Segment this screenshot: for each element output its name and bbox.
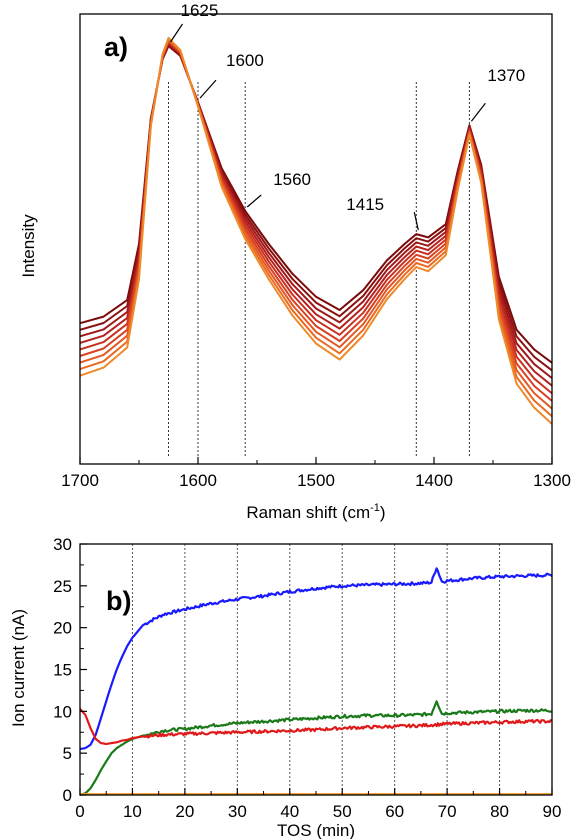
plot-frame-a — [79, 13, 553, 465]
x-tick-label-a-1700: 1700 — [61, 471, 99, 490]
annotation-label-1370: 1370 — [487, 66, 525, 85]
annotation-label-1415: 1415 — [346, 195, 384, 214]
annotation-label-1600: 1600 — [226, 51, 264, 70]
annotation-label-1560: 1560 — [273, 170, 311, 189]
x-tick-label-b-30: 30 — [228, 802, 247, 821]
annotation-leader-1370 — [470, 102, 486, 122]
spectrum-line-5 — [79, 41, 553, 395]
x-tick-label-a-1300: 1300 — [533, 471, 571, 490]
annotation-leader-1415 — [413, 211, 419, 231]
x-tick-label-b-0: 0 — [75, 802, 84, 821]
y-tick-label-b-0: 0 — [63, 786, 72, 805]
x-axis-title-b: TOS (min) — [277, 821, 355, 839]
panel-label-a: a) — [104, 32, 128, 62]
spectrum-line-3 — [79, 43, 553, 379]
y-tick-label-b-30: 30 — [53, 535, 72, 554]
x-axis-title-a-sup: -1 — [370, 502, 380, 514]
spectrum-line-4 — [79, 42, 553, 387]
y-tick-label-b-25: 25 — [53, 577, 72, 596]
panel-label-b: b) — [106, 586, 131, 616]
spectrum-line-2 — [79, 44, 553, 372]
vertical-gridlines — [131, 544, 501, 795]
ion-current-panel: 0 10 20 30 40 50 60 70 80 90 0 5 10 15 20 25 30 b) TOS (… — [9, 535, 561, 839]
x-tick-label-b-90: 90 — [543, 802, 562, 821]
x-axis-title-a-main: Raman shift (cm — [246, 503, 370, 522]
y-tick-label-b-10: 10 — [53, 702, 72, 721]
ion-current-series — [79, 567, 553, 797]
plot-frame-b — [79, 543, 553, 796]
y-tick-label-b-20: 20 — [53, 619, 72, 638]
y-tick-label-b-15: 15 — [53, 661, 72, 680]
reference-lines — [168, 80, 470, 456]
ion-series-3 — [79, 708, 553, 746]
x-tick-label-b-40: 40 — [280, 802, 299, 821]
spectrum-line-6 — [79, 40, 553, 402]
spectrum-line-8 — [79, 38, 553, 418]
x-tick-label-b-50: 50 — [333, 802, 352, 821]
x-axis-title-a: Raman shift (cm-1) — [246, 502, 385, 522]
x-tick-label-b-80: 80 — [490, 802, 509, 821]
peak-annotations: 1625 1600 1560 1415 1370 — [170, 1, 525, 231]
x-tick-label-b-10: 10 — [123, 802, 142, 821]
ion-series-1 — [79, 567, 553, 751]
x-axis-ticks-a: 1700 1600 1500 1400 1300 — [61, 457, 571, 490]
y-tick-label-b-5: 5 — [63, 744, 72, 763]
raman-spectrum-panel: 1625 1600 1560 1415 1370 1700 1600 1500 1400 130… — [19, 1, 571, 522]
ion-series-2 — [79, 700, 553, 797]
x-tick-label-b-60: 60 — [385, 802, 404, 821]
y-axis-title-a: Intensity — [19, 214, 38, 278]
annotation-leader-1625 — [170, 23, 183, 43]
spectrum-line-9 — [79, 37, 553, 425]
annotation-leader-1560 — [246, 194, 262, 208]
annotation-leader-1600 — [199, 79, 217, 99]
x-tick-label-a-1600: 1600 — [179, 471, 217, 490]
annotation-label-1625: 1625 — [181, 1, 219, 20]
spectrum-line-7 — [79, 39, 553, 410]
x-tick-label-a-1500: 1500 — [297, 471, 335, 490]
x-axis-title-a-close: ) — [380, 503, 386, 522]
x-tick-label-a-1400: 1400 — [415, 471, 453, 490]
spectra-series — [79, 37, 553, 425]
axis-ticks-b: 0 10 20 30 40 50 60 70 80 90 0 5 10 15 20 25 30 — [53, 535, 561, 821]
y-axis-title-b: Ion current (nA) — [9, 609, 28, 727]
x-tick-label-b-20: 20 — [175, 802, 194, 821]
x-tick-label-b-70: 70 — [438, 802, 457, 821]
